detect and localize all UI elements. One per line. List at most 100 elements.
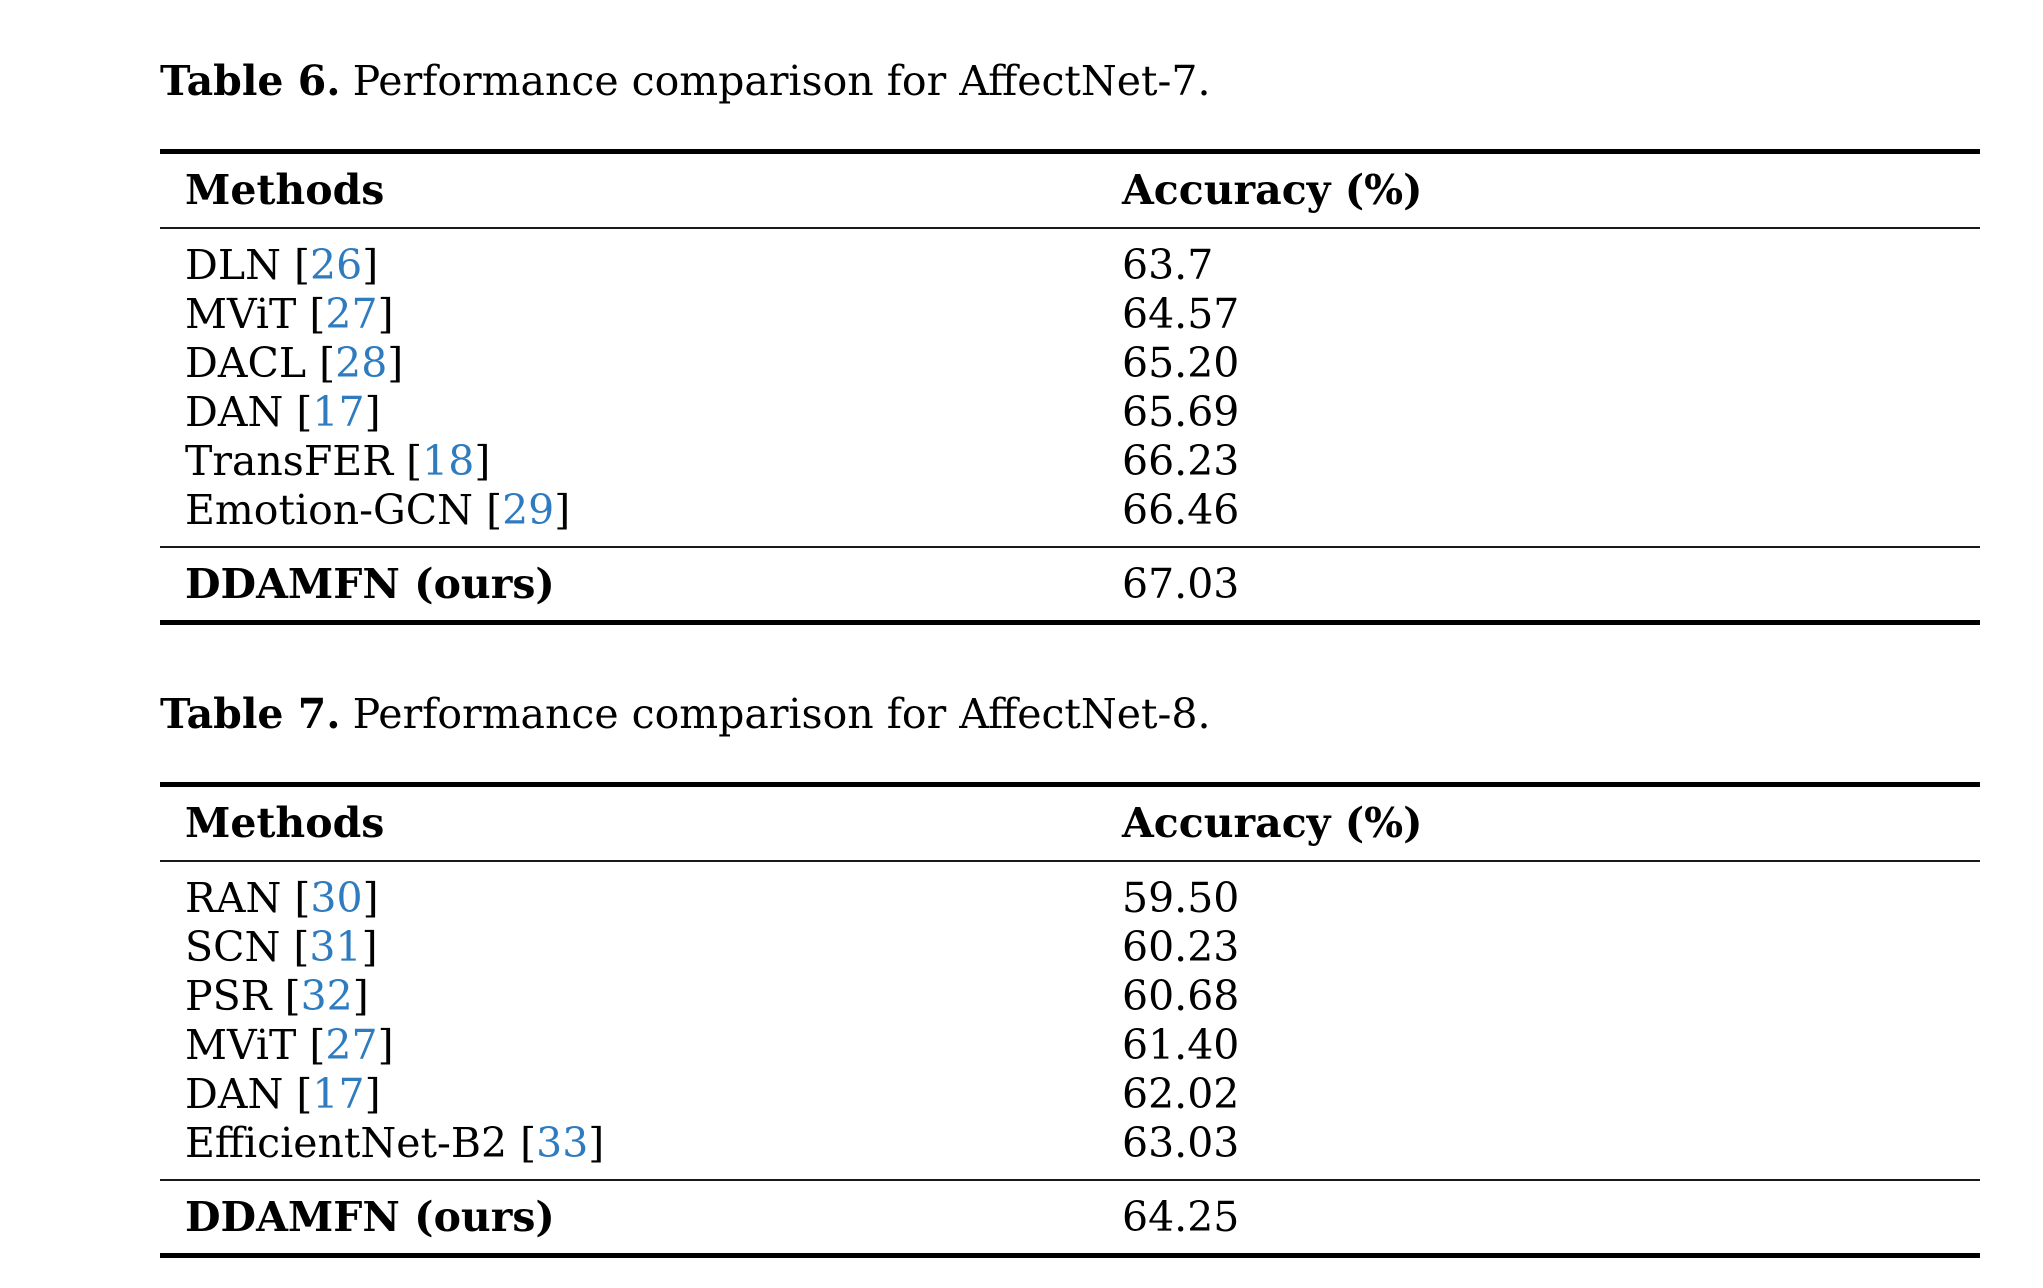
table-row: EfficientNet-B2 [33] 63.03 bbox=[160, 1119, 1980, 1168]
method-cell: EfficientNet-B2 [33] bbox=[160, 1119, 604, 1168]
method-name: RAN bbox=[185, 874, 282, 922]
citation-bracket: ] bbox=[362, 874, 379, 922]
table-row: DLN [26] 63.7 bbox=[160, 241, 1980, 290]
accuracy-value: 60.23 bbox=[1122, 923, 1240, 971]
accuracy-value: 61.40 bbox=[1122, 1021, 1240, 1069]
citation-ref-link[interactable]: 17 bbox=[312, 388, 365, 436]
citation-ref-link[interactable]: 32 bbox=[300, 972, 353, 1020]
citation-bracket: [ bbox=[296, 388, 313, 436]
method-name: DLN bbox=[185, 241, 281, 289]
citation-bracket: ] bbox=[362, 241, 379, 289]
column-header-accuracy: Accuracy (%) bbox=[1122, 166, 1423, 214]
citation-ref-link[interactable]: 33 bbox=[536, 1119, 589, 1167]
citation-bracket: [ bbox=[520, 1119, 537, 1167]
method-name: MViT bbox=[185, 290, 297, 338]
ours-method-name: DDAMFN (ours) bbox=[185, 1193, 555, 1241]
method-name: PSR bbox=[185, 972, 272, 1020]
table6-caption-label: Table 6. bbox=[160, 57, 341, 105]
citation-bracket: ] bbox=[364, 1070, 381, 1118]
column-header-methods: Methods bbox=[185, 166, 385, 214]
table6-caption: Table 6. Performance comparison for Affec… bbox=[160, 57, 1980, 105]
citation-bracket: ] bbox=[377, 290, 394, 338]
method-cell: DACL [28] bbox=[160, 339, 403, 388]
method-cell: MViT [27] bbox=[160, 1021, 394, 1070]
citation-bracket: ] bbox=[361, 923, 378, 971]
accuracy-value: 65.20 bbox=[1122, 339, 1240, 387]
citation-bracket: ] bbox=[364, 388, 381, 436]
accuracy-value: 66.46 bbox=[1122, 486, 1240, 534]
accuracy-value: 66.23 bbox=[1122, 437, 1240, 485]
table6-body: DLN [26] 63.7 MViT [27] 64.57 DACL [28] … bbox=[160, 229, 1980, 546]
accuracy-value: 63.7 bbox=[1122, 241, 1214, 289]
table6-caption-text: Performance comparison for AffectNet-7. bbox=[352, 57, 1211, 105]
method-cell: DAN [17] bbox=[160, 388, 381, 437]
citation-ref-link[interactable]: 31 bbox=[309, 923, 362, 971]
table7-caption: Table 7. Performance comparison for Affec… bbox=[160, 690, 1980, 738]
citation-bracket: ] bbox=[554, 486, 571, 534]
ours-row: DDAMFN (ours) 64.25 bbox=[160, 1179, 1980, 1258]
ours-method-name: DDAMFN (ours) bbox=[185, 560, 555, 608]
accuracy-value: 62.02 bbox=[1122, 1070, 1240, 1118]
citation-bracket: [ bbox=[309, 290, 326, 338]
citation-bracket: ] bbox=[474, 437, 491, 485]
table6-header-row: Methods Accuracy (%) bbox=[160, 149, 1980, 229]
table-row: MViT [27] 61.40 bbox=[160, 1021, 1980, 1070]
table7-header-row: Methods Accuracy (%) bbox=[160, 782, 1980, 862]
citation-ref-link[interactable]: 30 bbox=[310, 874, 363, 922]
accuracy-value: 59.50 bbox=[1122, 874, 1240, 922]
citation-bracket: [ bbox=[486, 486, 503, 534]
citation-ref-link[interactable]: 27 bbox=[325, 1021, 378, 1069]
citation-bracket: ] bbox=[588, 1119, 605, 1167]
table-row: DAN [17] 62.02 bbox=[160, 1070, 1980, 1119]
table7-caption-label: Table 7. bbox=[160, 690, 341, 738]
method-name: DAN bbox=[185, 1070, 284, 1118]
method-name: SCN bbox=[185, 923, 281, 971]
citation-bracket: [ bbox=[309, 1021, 326, 1069]
citation-bracket: [ bbox=[319, 339, 336, 387]
table6-section: Table 6. Performance comparison for Affec… bbox=[160, 57, 1980, 625]
ours-accuracy-value: 64.25 bbox=[1122, 1193, 1240, 1241]
method-name: MViT bbox=[185, 1021, 297, 1069]
method-cell: Emotion-GCN [29] bbox=[160, 486, 570, 535]
table-row: MViT [27] 64.57 bbox=[160, 290, 1980, 339]
citation-bracket: ] bbox=[377, 1021, 394, 1069]
table-row: DAN [17] 65.69 bbox=[160, 388, 1980, 437]
method-name: Emotion-GCN bbox=[185, 486, 474, 534]
ours-row: DDAMFN (ours) 67.03 bbox=[160, 546, 1980, 625]
table7: Methods Accuracy (%) RAN [30] 59.50 SCN … bbox=[160, 782, 1980, 1258]
method-cell: SCN [31] bbox=[160, 923, 378, 972]
method-name: EfficientNet-B2 bbox=[185, 1119, 508, 1167]
method-name: DAN bbox=[185, 388, 284, 436]
method-cell: DAN [17] bbox=[160, 1070, 381, 1119]
method-cell: PSR [32] bbox=[160, 972, 369, 1021]
method-name: DACL bbox=[185, 339, 307, 387]
table7-caption-text: Performance comparison for AffectNet-8. bbox=[352, 690, 1211, 738]
table-row: RAN [30] 59.50 bbox=[160, 874, 1980, 923]
column-header-accuracy: Accuracy (%) bbox=[1122, 799, 1423, 847]
ours-accuracy-value: 67.03 bbox=[1122, 560, 1240, 608]
table-row: TransFER [18] 66.23 bbox=[160, 437, 1980, 486]
accuracy-value: 63.03 bbox=[1122, 1119, 1240, 1167]
citation-ref-link[interactable]: 17 bbox=[312, 1070, 365, 1118]
citation-ref-link[interactable]: 27 bbox=[325, 290, 378, 338]
citation-bracket: [ bbox=[284, 972, 301, 1020]
citation-ref-link[interactable]: 28 bbox=[335, 339, 388, 387]
table7-body: RAN [30] 59.50 SCN [31] 60.23 PSR [32] 6… bbox=[160, 862, 1980, 1179]
column-header-methods: Methods bbox=[185, 799, 385, 847]
citation-bracket: [ bbox=[406, 437, 423, 485]
citation-ref-link[interactable]: 29 bbox=[502, 486, 555, 534]
table6: Methods Accuracy (%) DLN [26] 63.7 MViT … bbox=[160, 149, 1980, 625]
method-cell: RAN [30] bbox=[160, 874, 379, 923]
citation-bracket: [ bbox=[296, 1070, 313, 1118]
table-row: Emotion-GCN [29] 66.46 bbox=[160, 486, 1980, 535]
table-row: DACL [28] 65.20 bbox=[160, 339, 1980, 388]
accuracy-value: 64.57 bbox=[1122, 290, 1240, 338]
citation-bracket: [ bbox=[294, 874, 311, 922]
citation-bracket: ] bbox=[352, 972, 369, 1020]
table7-section: Table 7. Performance comparison for Affec… bbox=[160, 690, 1980, 1258]
citation-ref-link[interactable]: 26 bbox=[310, 241, 363, 289]
accuracy-value: 60.68 bbox=[1122, 972, 1240, 1020]
citation-bracket: [ bbox=[294, 241, 311, 289]
citation-ref-link[interactable]: 18 bbox=[422, 437, 475, 485]
citation-bracket: ] bbox=[387, 339, 404, 387]
